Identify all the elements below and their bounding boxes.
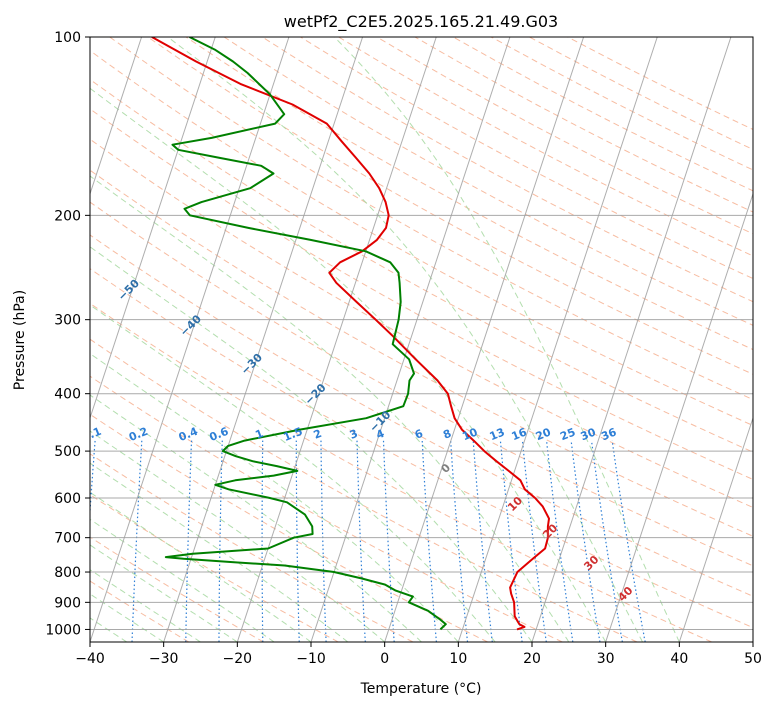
pressure-gridlines	[90, 37, 753, 630]
dry-adiabat-line	[90, 413, 488, 642]
mixing-ratio-label: 8	[441, 427, 453, 442]
mixing-ratio-line	[421, 440, 437, 642]
mixing-ratio-label: 10	[460, 425, 479, 443]
chart-title: wetPf2_C2E5.2025.165.21.49.G03	[284, 12, 558, 32]
isotherm-line	[678, 416, 753, 642]
x-tick-label: −30	[149, 651, 179, 667]
isotherm-line	[384, 37, 585, 642]
mixing-ratio-label: 13	[488, 425, 507, 443]
moist-adiabat-line	[90, 87, 607, 642]
mixing-ratio-label: 20	[534, 425, 553, 443]
plot-frame	[89, 36, 754, 643]
moist-adiabat-line	[90, 352, 459, 642]
temperature-line	[151, 37, 550, 631]
moist-adiabat-line	[90, 394, 422, 642]
dry-adiabat-line	[90, 536, 264, 642]
isotherm-line	[90, 37, 143, 196]
mixing-ratio-line	[185, 440, 193, 642]
x-tick-label: −10	[296, 651, 326, 667]
dry-adiabat-line	[90, 78, 753, 453]
mixing-ratio-line	[295, 440, 300, 642]
isotherm-line	[90, 37, 216, 420]
mixing-ratio-line	[356, 440, 366, 642]
mixing-ratio-line	[131, 440, 143, 642]
x-tick-label: 50	[744, 651, 762, 667]
mixing-ratio-label: 30	[579, 425, 598, 443]
moist-adiabat-line	[167, 37, 643, 642]
x-axis-ticks: −40 −30 −20 −10 0 10 20 30 40 50	[75, 642, 762, 667]
x-axis-label: Temperature (°C)	[360, 681, 482, 697]
x-tick-label: −20	[223, 651, 253, 667]
isotherm-line	[457, 37, 658, 642]
y-tick-label: 800	[54, 565, 81, 581]
mixing-ratio-line	[472, 440, 493, 642]
dry-adiabat-line	[185, 37, 753, 351]
y-axis-ticks: 100 200 300 400 500 600 700 800 900 1000	[45, 30, 90, 638]
dry-adiabat-line	[90, 234, 753, 597]
y-tick-label: 300	[54, 313, 81, 329]
isotherm-line	[90, 37, 290, 642]
mixing-ratio-line	[570, 440, 601, 642]
y-tick-label: 600	[54, 491, 81, 507]
mixing-ratio-lines	[90, 440, 646, 642]
isotherms	[90, 37, 753, 642]
x-tick-label: 30	[597, 651, 615, 667]
dry-adiabat-line	[90, 108, 753, 480]
moist-adiabats	[90, 37, 680, 642]
dry-adiabat-line	[90, 268, 753, 629]
mixing-ratio-label: 16	[510, 425, 529, 443]
mixing-ratio-line	[261, 440, 264, 642]
y-tick-label: 1000	[45, 622, 81, 638]
mixing-ratio-line	[218, 440, 223, 642]
plot-area: 0.10.20.40.611.52346810131620253036−100−…	[90, 37, 753, 642]
mixing-ratio-line	[590, 440, 623, 642]
isotherm-line	[163, 37, 364, 642]
mixing-ratio-line	[499, 440, 523, 642]
isotherm-line	[310, 37, 511, 642]
dry-adiabat-line	[90, 375, 563, 642]
x-tick-label: −40	[75, 651, 105, 667]
moist-adiabat-line	[90, 246, 533, 642]
mixing-ratio-label: 2	[312, 427, 324, 442]
y-tick-label: 900	[54, 595, 81, 611]
mixing-ratio-line	[611, 440, 646, 642]
moist-adiabat-line	[90, 430, 386, 642]
y-axis-label: Pressure (hPa)	[12, 290, 28, 390]
mixing-ratio-label: 36	[599, 425, 618, 443]
dry-adiabat-line	[90, 338, 638, 642]
x-tick-label: 0	[380, 651, 389, 667]
y-tick-label: 200	[54, 208, 81, 224]
dry-adiabats	[90, 37, 753, 642]
dry-adiabat-line	[147, 37, 753, 375]
sounding-profiles	[151, 37, 550, 631]
mixing-ratio-line	[320, 440, 327, 642]
isotherm-line	[236, 37, 437, 642]
dry-adiabat-line	[90, 169, 753, 537]
moist-adiabat-line	[90, 304, 496, 642]
moist-adiabat-line	[333, 37, 680, 642]
mixing-ratio-line	[450, 440, 469, 642]
mixing-ratio-label: 3	[348, 427, 360, 442]
y-tick-label: 700	[54, 531, 81, 547]
dry-adiabat-line	[90, 302, 712, 642]
y-tick-label: 500	[54, 444, 81, 460]
x-tick-label: 40	[670, 651, 688, 667]
dry-adiabat-line	[90, 49, 753, 427]
y-tick-label: 400	[54, 387, 81, 403]
isotherm-line	[605, 192, 753, 642]
isotherm-line	[531, 37, 732, 642]
moist-adiabat-line	[90, 175, 570, 642]
mixing-ratio-line	[546, 440, 574, 642]
dry-adiabat-line	[90, 580, 190, 642]
mixing-ratio-label: 25	[558, 425, 577, 443]
dewpoint-line	[164, 37, 447, 631]
y-tick-label: 100	[54, 30, 81, 46]
x-tick-label: 20	[523, 651, 541, 667]
mixing-ratio-label: 1	[253, 427, 265, 442]
x-tick-label: 10	[449, 651, 467, 667]
mixing-ratio-line	[521, 440, 547, 642]
